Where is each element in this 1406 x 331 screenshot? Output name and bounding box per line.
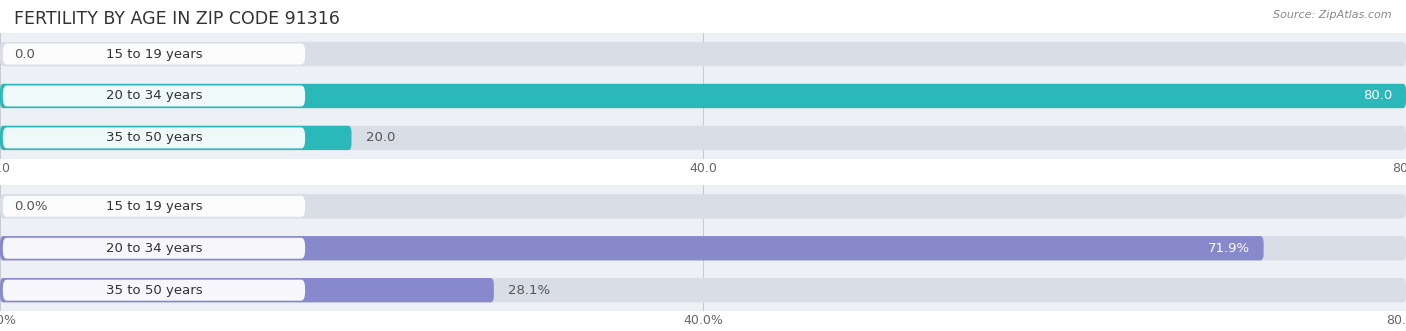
Text: FERTILITY BY AGE IN ZIP CODE 91316: FERTILITY BY AGE IN ZIP CODE 91316: [14, 10, 340, 28]
FancyBboxPatch shape: [0, 236, 1264, 260]
FancyBboxPatch shape: [0, 236, 1406, 260]
FancyBboxPatch shape: [3, 238, 305, 259]
Text: Source: ZipAtlas.com: Source: ZipAtlas.com: [1274, 10, 1392, 20]
Text: 71.9%: 71.9%: [1208, 242, 1250, 255]
FancyBboxPatch shape: [3, 196, 305, 217]
FancyBboxPatch shape: [0, 126, 1406, 150]
Text: 28.1%: 28.1%: [508, 284, 550, 297]
Text: 20 to 34 years: 20 to 34 years: [105, 89, 202, 103]
FancyBboxPatch shape: [0, 278, 494, 302]
Text: 15 to 19 years: 15 to 19 years: [105, 200, 202, 213]
FancyBboxPatch shape: [0, 126, 352, 150]
FancyBboxPatch shape: [0, 278, 1406, 302]
FancyBboxPatch shape: [3, 280, 305, 301]
FancyBboxPatch shape: [0, 84, 1406, 108]
Text: 35 to 50 years: 35 to 50 years: [105, 131, 202, 144]
Text: 15 to 19 years: 15 to 19 years: [105, 48, 202, 61]
Text: 0.0%: 0.0%: [14, 200, 48, 213]
FancyBboxPatch shape: [0, 194, 1406, 218]
FancyBboxPatch shape: [3, 44, 305, 65]
Text: 0.0: 0.0: [14, 48, 35, 61]
Text: 35 to 50 years: 35 to 50 years: [105, 284, 202, 297]
FancyBboxPatch shape: [3, 127, 305, 148]
Text: 20 to 34 years: 20 to 34 years: [105, 242, 202, 255]
FancyBboxPatch shape: [0, 42, 1406, 66]
Text: 80.0: 80.0: [1362, 89, 1392, 103]
FancyBboxPatch shape: [0, 84, 1406, 108]
FancyBboxPatch shape: [3, 85, 305, 107]
Text: 20.0: 20.0: [366, 131, 395, 144]
